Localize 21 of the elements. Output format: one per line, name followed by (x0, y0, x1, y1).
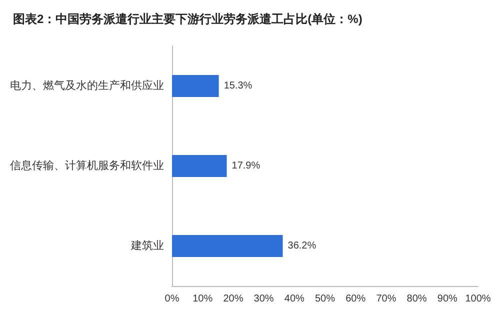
data-label: 17.9% (232, 160, 260, 172)
x-tick-label: 0% (164, 294, 180, 304)
y-tick-label: 电力、燃气及水的生产和供应业 (10, 79, 164, 92)
x-tick-label: 20% (223, 294, 244, 304)
x-tick-label: 50% (314, 294, 336, 304)
x-tick-label: 100% (465, 294, 491, 304)
x-tick-label: 80% (406, 294, 427, 304)
x-tick-label: 60% (346, 294, 366, 304)
y-tick-label: 建筑业 (130, 239, 164, 252)
bar (172, 75, 219, 97)
x-tick-label: 30% (254, 294, 274, 304)
x-tick-label: 10% (192, 294, 213, 304)
x-tick-label: 70% (376, 294, 396, 304)
x-tick-label: 90% (437, 294, 458, 304)
chart-title: 图表2：中国劳务派遣行业主要下游行业劳务派遣工占比(单位：%) (13, 12, 362, 26)
data-label: 15.3% (224, 80, 252, 92)
bar (172, 155, 227, 177)
x-tick-label: 40% (284, 294, 305, 304)
bar (172, 235, 283, 257)
y-tick-label: 信息传输、计算机服务和软件业 (10, 159, 164, 172)
data-label: 36.2% (288, 240, 316, 252)
